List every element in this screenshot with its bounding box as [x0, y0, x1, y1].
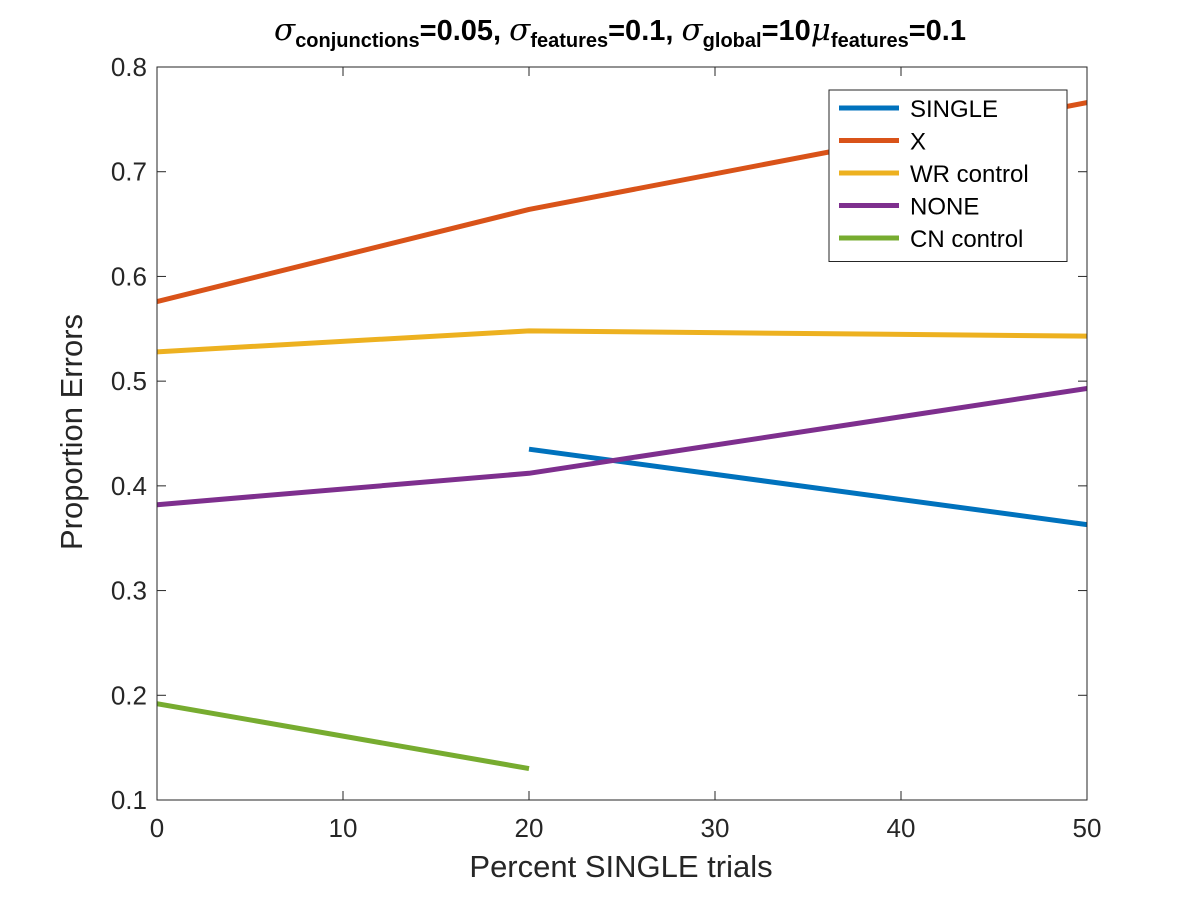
title-part: global	[703, 30, 762, 52]
title-part: σ	[274, 12, 296, 48]
y-tick-label: 0.3	[111, 576, 147, 606]
legend-entry: NONE	[910, 194, 979, 221]
title-part: =10	[762, 15, 811, 47]
series-line-cn-control	[157, 701, 530, 772]
y-tick-label: 0.4	[111, 471, 147, 501]
x-axis-ticks: 0 10 20 30 40 50	[150, 67, 1102, 843]
y-tick-label: 0.7	[111, 157, 147, 187]
title-part: σ	[682, 12, 704, 48]
x-tick-label: 50	[1073, 813, 1102, 843]
plot-area-frame	[156, 66, 1088, 801]
x-tick-label: 20	[515, 813, 544, 843]
title-part: features	[530, 30, 608, 52]
title-part: μ	[811, 12, 831, 48]
title-part: =0.1,	[608, 15, 681, 47]
series-line-wr-control	[157, 328, 1087, 355]
y-axis-label: Proportion Errors	[54, 314, 89, 550]
title-part: features	[831, 30, 909, 52]
y-tick-label: 0.2	[111, 680, 147, 710]
y-tick-label: 0.8	[111, 52, 147, 82]
series-line-single	[528, 446, 1087, 528]
x-tick-label: 30	[701, 813, 730, 843]
title-part: σ	[509, 12, 531, 48]
x-tick-label: 0	[150, 813, 164, 843]
legend-entry: WR control	[910, 161, 1029, 188]
chart-title: σconjunctions=0.05, σfeatures=0.1, σglob…	[274, 12, 966, 52]
y-tick-label: 0.1	[111, 785, 147, 815]
legend-entry: SINGLE	[910, 96, 998, 123]
series-line-none	[157, 386, 1087, 508]
x-tick-label: 10	[329, 813, 358, 843]
x-axis-label: Percent SINGLE trials	[469, 849, 772, 884]
title-part: =0.1	[909, 15, 966, 47]
legend-box	[828, 89, 1068, 262]
y-tick-label: 0.6	[111, 261, 147, 291]
legend: SINGLE X WR control NONE CN control	[828, 89, 1068, 262]
y-tick-label: 0.5	[111, 366, 147, 396]
title-part: =0.05,	[420, 15, 510, 47]
legend-entry: CN control	[910, 226, 1023, 253]
title-part: conjunctions	[295, 30, 419, 52]
legend-entry: X	[910, 129, 926, 156]
x-tick-label: 40	[887, 813, 916, 843]
y-axis-ticks: 0.1 0.2 0.3 0.4 0.5 0.6 0.7 0.8	[111, 52, 1087, 815]
